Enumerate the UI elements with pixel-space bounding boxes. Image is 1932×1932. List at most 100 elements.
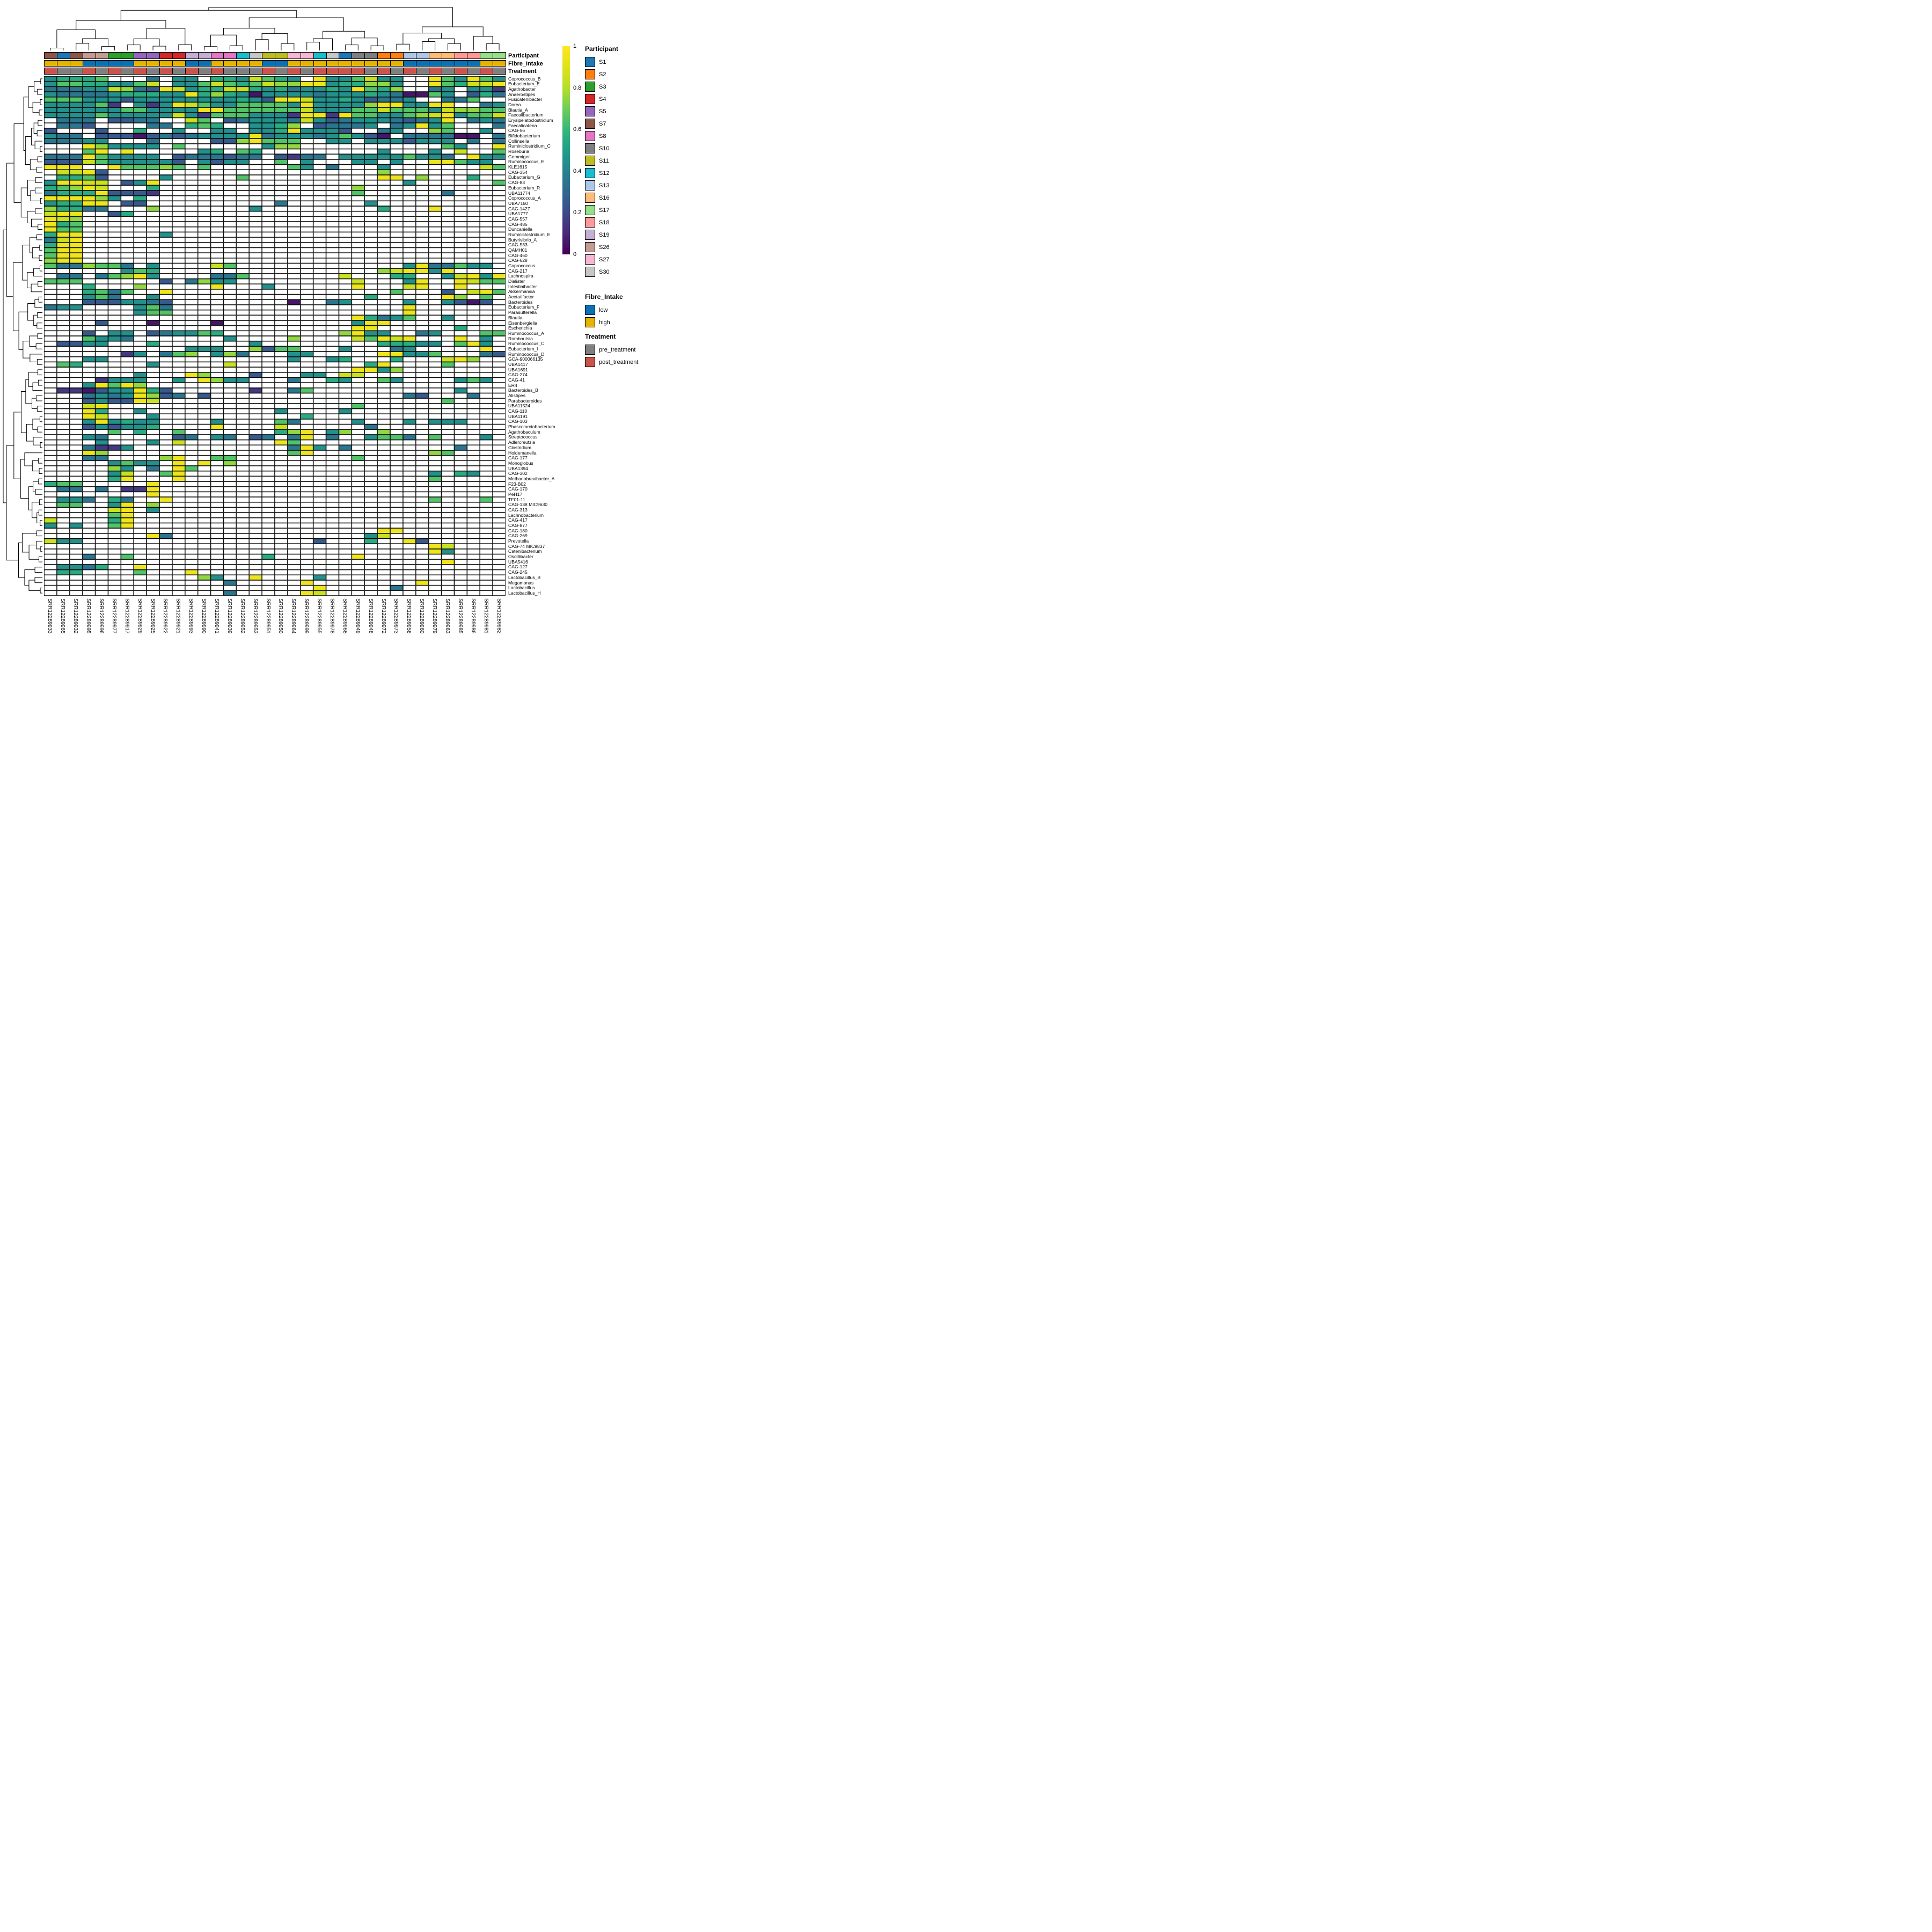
annotation-cell-high [480,60,494,67]
annotation-cell-S27 [287,52,301,59]
row-label: Eisenbergiella [508,320,537,326]
legend-participant-label: S26 [599,244,610,251]
column-label: SRR12289933 [47,598,53,634]
row-label: Eubacterium_R [508,185,540,191]
row-label: Monoglobus [508,460,533,466]
row-label: Lactobacillus_H [508,590,541,596]
row-label: ER4 [508,382,517,388]
row-label: Coprococcus_A [508,195,541,201]
annotation-cell-S18 [467,52,481,59]
row-label: CAG-110 [508,408,528,414]
column-label: SRR12289941 [214,598,219,634]
annotation-cell-S12 [313,52,327,59]
row-label: UBA1417 [508,361,528,367]
legend-participant-item-S8: S8 [585,131,606,141]
legend-participant-swatch-S17 [585,205,595,215]
legend-participant-swatch-S7 [585,119,595,129]
row-label: Ruminiclostridium_E [508,231,551,237]
row-label: Ruminiclostridium_C [508,143,551,149]
row-label: CAG-302 [508,471,528,477]
annotation-bar-treatment [44,68,507,75]
row-label: CAG-103 [508,419,528,425]
legend-participant-swatch-S4 [585,94,595,104]
legend-fibre-swatch-low [585,305,595,315]
row-label: CAG-533 [508,242,528,248]
row-label: Eubacterium_G [508,174,540,180]
annotation-cell-high [377,60,391,67]
annotation-cell-post_treatment [108,68,122,75]
annotation-cell-pre_treatment [56,68,70,75]
annotation-cell-low [108,60,122,67]
legend-participant-item-S13: S13 [585,180,610,191]
row-label: Eubacterium_F [508,304,540,310]
annotation-cell-post_treatment [134,68,148,75]
annotation-cell-post_treatment [454,68,468,75]
column-label: SRR12289955 [316,598,323,634]
annotation-cell-post_treatment [82,68,96,75]
annotation-cell-S17 [493,52,507,59]
legend-participant-swatch-S8 [585,131,595,141]
annotation-cell-pre_treatment [121,68,135,75]
annotation-cell-post_treatment [402,68,416,75]
legend-participant-label: S11 [599,157,609,164]
annotation-cell-S5 [147,52,160,59]
legend-participant-label: S5 [599,108,606,115]
legend-treatment-swatch-pre_treatment [585,345,595,355]
row-label: Bifidobacterium [508,133,540,139]
legend-fibre-label: low [599,306,608,313]
annotation-cell-post_treatment [287,68,301,75]
row-label: UBA1691 [508,367,528,372]
legend-participant-item-S10: S10 [585,143,610,153]
row-label: CAG-56 [508,128,525,134]
row-label: CAG-269 [508,533,528,539]
row-label: PeH17 [508,491,523,497]
row-label: Lactobacillus [508,585,535,591]
column-label: SRR12289986 [470,598,476,634]
legend-participant-item-S26: S26 [585,242,610,252]
row-label: Oscillibacter [508,554,533,560]
row-label: Ruminococcus_E [508,159,544,165]
annotation-cell-low [415,60,429,67]
annotation-cell-low [121,60,135,67]
legend-participant-label: S30 [599,268,610,275]
row-label: Collinsella [508,138,530,144]
row-label: GCA-900066135 [508,356,543,362]
annotation-cell-S5 [134,52,148,59]
annotation-cell-low [95,60,109,67]
row-label: Prevotella [508,538,529,544]
annotation-cell-high [493,60,507,67]
annotation-cell-high [172,60,186,67]
legend-participant-swatch-S16 [585,193,595,203]
row-label: KLE1615 [508,164,528,170]
column-label: SRR12289965 [60,598,66,634]
column-label: SRR12289977 [111,598,117,634]
legend-fibre-item-high: high [585,317,610,327]
annotation-cell-pre_treatment [223,68,237,75]
annotation-cell-S11 [262,52,276,59]
annotation-cell-pre_treatment [236,68,250,75]
heatmap-grid [44,76,506,596]
annotation-cell-post_treatment [480,68,494,75]
annotation-cell-S4 [159,52,173,59]
annotation-cell-S26 [95,52,109,59]
row-dendrogram [3,78,42,594]
legend-participant-item-S19: S19 [585,230,610,240]
legend-participant-item-S12: S12 [585,168,610,178]
annotation-cell-S3 [121,52,135,59]
column-label: SRR12289958 [406,598,412,634]
legend-fibre-swatch-high [585,317,595,327]
row-label: CAG-138 MIC9630 [508,502,548,508]
row-label: CAG-628 [508,258,528,264]
row-label: Clostridium [508,444,531,450]
legend-participant-label: S12 [599,170,610,177]
row-label: Streptococcus [508,434,538,440]
annotation-cell-pre_treatment [467,68,481,75]
annotation-cell-post_treatment [326,68,340,75]
column-label: SRR12289952 [239,598,245,634]
row-label: Eubacterium_I [508,346,538,352]
row-label: UBA7160 [508,200,528,206]
colorbar-tick-label: 0 [573,251,577,258]
annotation-cell-S7 [69,52,83,59]
row-label: CAG-217 [508,268,528,274]
column-label: SRR12289972 [380,598,386,634]
